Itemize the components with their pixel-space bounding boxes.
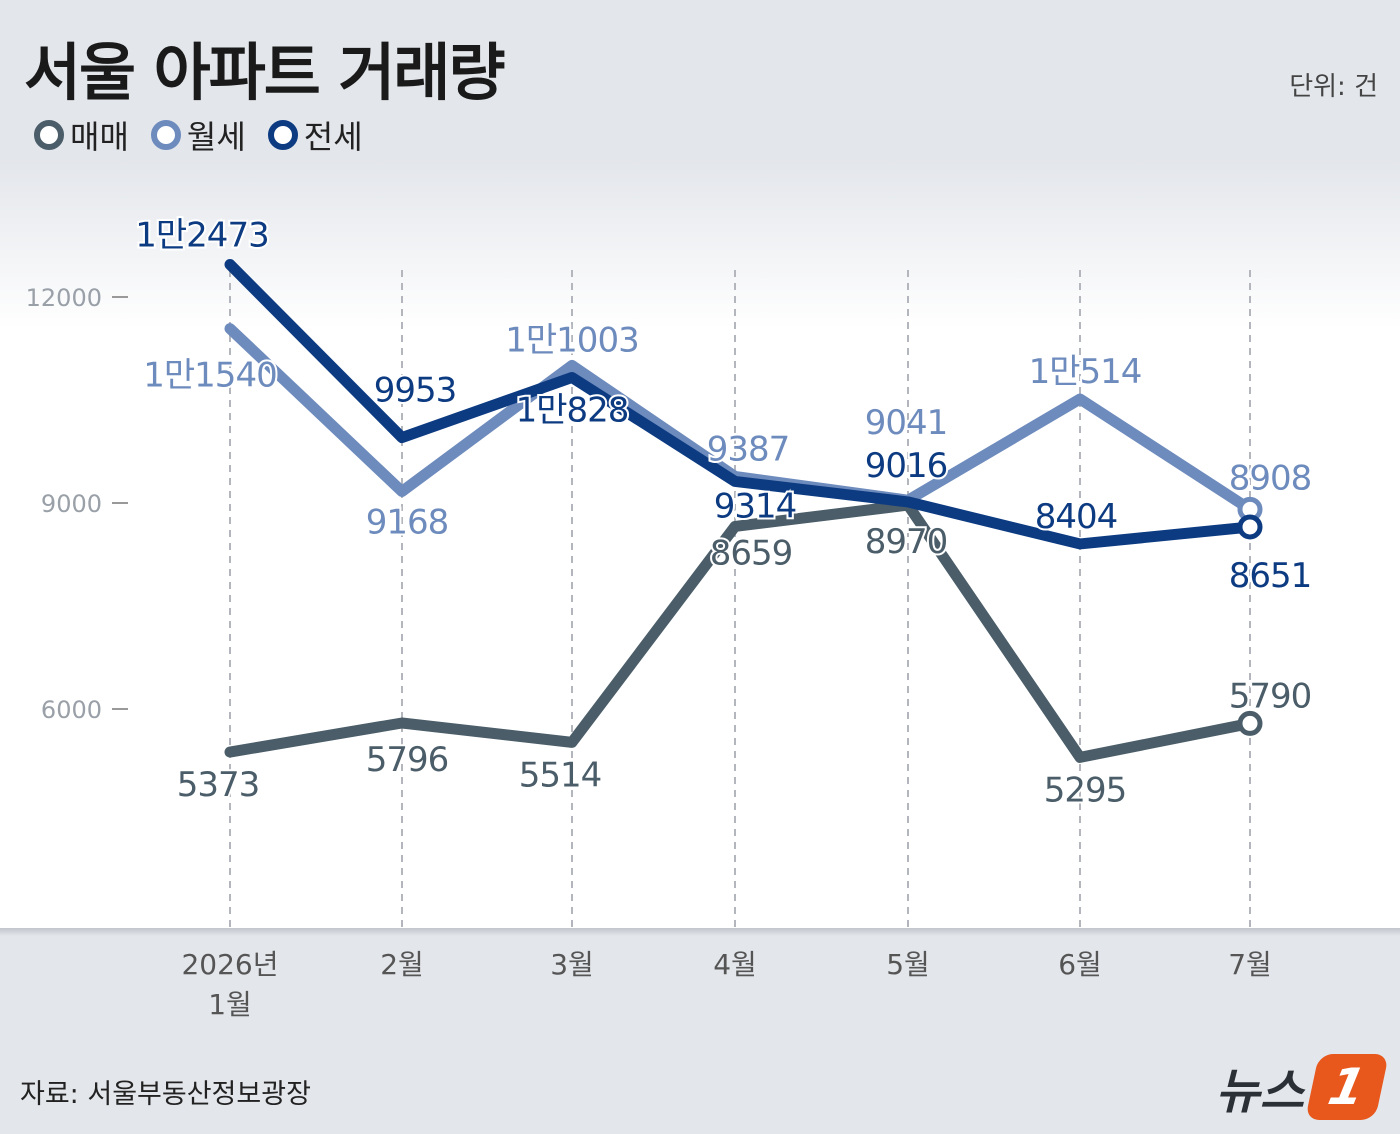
data-label-sale: 5790 <box>1229 676 1312 716</box>
y-tick-label: 6000 <box>41 696 102 724</box>
data-label-monthly-rent: 8908 <box>1229 458 1312 498</box>
plot-background <box>0 160 1400 930</box>
series-line-sale <box>224 499 1256 763</box>
data-label-sale: 5796 <box>366 740 449 780</box>
legend-item-monthly-rent: 월세 <box>150 112 246 158</box>
data-label-jeonse: 1만828 <box>516 390 629 430</box>
x-tick-label: 2026년 1월 <box>181 948 278 1021</box>
x-tick-label: 2월 <box>380 948 424 981</box>
legend: 매매 월세 전세 <box>34 112 363 158</box>
x-tick-label: 7월 <box>1228 948 1272 981</box>
y-tick-label: 9000 <box>41 490 102 518</box>
x-tick-label: 4월 <box>713 948 757 981</box>
end-marker-jeonse <box>1237 514 1263 540</box>
y-tick-label: 12000 <box>26 284 102 312</box>
data-label-sale: 5295 <box>1044 770 1127 810</box>
data-label-sale: 5373 <box>177 765 260 805</box>
data-label-monthly-rent: 9041 <box>865 403 948 443</box>
data-label-monthly-rent: 9387 <box>707 429 790 469</box>
data-label-monthly-rent: 1만514 <box>1029 352 1142 392</box>
data-label-sale: 8970 <box>865 522 948 562</box>
series-line-jeonse <box>224 259 1256 550</box>
legend-item-jeonse: 전세 <box>267 112 363 158</box>
legend-label-sale: 매매 <box>70 118 129 156</box>
legend-label-jeonse: 전세 <box>303 118 363 156</box>
news1-logo: 뉴스 1 <box>1215 1052 1390 1122</box>
legend-label-monthly-rent: 월세 <box>186 118 246 156</box>
x-tick-label: 3월 <box>550 948 594 981</box>
data-label-jeonse: 9314 <box>714 486 797 526</box>
source-note: 자료: 서울부동산정보광장 <box>20 1079 311 1110</box>
legend-marker-jeonse <box>267 120 298 150</box>
x-tick-label: 5월 <box>886 948 930 981</box>
data-label-monthly-rent: 1만1540 <box>143 356 276 396</box>
data-label-jeonse: 9953 <box>374 371 457 411</box>
data-label-monthly-rent: 9168 <box>366 502 449 542</box>
data-label-jeonse: 1만2473 <box>135 216 268 256</box>
end-marker-sale <box>1237 710 1263 736</box>
legend-marker-sale <box>34 120 64 150</box>
data-label-jeonse: 8651 <box>1229 556 1312 596</box>
data-label-sale: 5514 <box>519 755 602 795</box>
legend-marker-monthly-rent <box>150 120 181 150</box>
legend-item-sale: 매매 <box>34 112 129 158</box>
unit-label: 단위: 건 <box>1289 72 1378 102</box>
data-label-jeonse: 9016 <box>865 446 948 486</box>
x-axis-bar <box>0 928 1400 936</box>
data-label-monthly-rent: 1만1003 <box>505 320 638 360</box>
logo-text: 뉴스 <box>1215 1064 1304 1120</box>
data-label-sale: 8659 <box>710 533 793 573</box>
logo-badge: 1 <box>1304 1054 1390 1120</box>
chart-title: 서울 아파트 거래량 <box>24 36 505 109</box>
x-tick-label: 6월 <box>1058 948 1102 981</box>
data-label-jeonse: 8404 <box>1035 497 1118 537</box>
